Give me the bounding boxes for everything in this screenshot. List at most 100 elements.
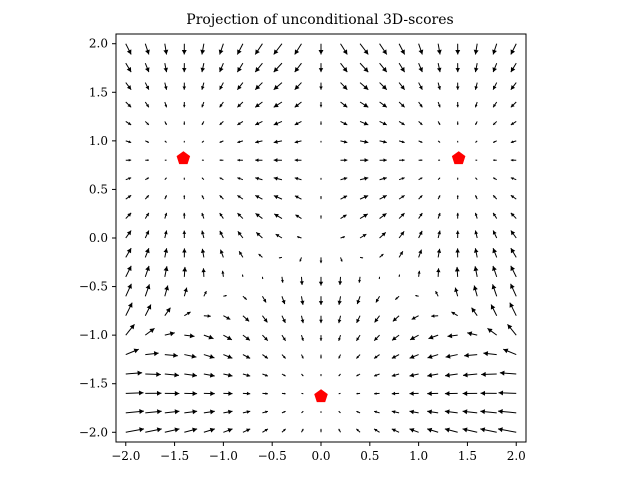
vector-arrow (183, 121, 186, 125)
vector-arrow (418, 159, 423, 162)
vector-arrow (255, 231, 263, 239)
vector-arrow (273, 158, 282, 163)
vector-arrow (427, 372, 439, 378)
pentagon-marker (451, 151, 466, 165)
vector-arrow (359, 43, 369, 55)
vector-arrow (201, 121, 205, 126)
vector-arrow (125, 194, 132, 200)
vector-arrow (437, 195, 441, 200)
vector-arrow (184, 311, 191, 317)
vector-arrow (164, 427, 180, 433)
vector-arrow (144, 230, 150, 239)
vector-arrow (203, 391, 215, 397)
vector-arrow (125, 427, 145, 433)
vector-arrow (359, 101, 369, 108)
vector-arrow (296, 236, 302, 239)
vector-arrow (125, 283, 132, 297)
pentagon-marker (314, 389, 328, 403)
vector-arrow (340, 257, 343, 262)
vector-arrow (417, 270, 421, 277)
y-tick-label: −2.0 (79, 425, 108, 439)
vector-arrow (164, 352, 178, 358)
vector-arrow (223, 334, 233, 341)
vector-arrow (319, 315, 323, 324)
y-tick-label: 0.5 (89, 182, 108, 196)
vector-arrow (237, 177, 244, 181)
vector-arrow (462, 372, 478, 378)
vector-arrow (409, 428, 419, 433)
vector-arrow (474, 195, 478, 200)
vector-arrow (182, 82, 187, 90)
vector-arrow (273, 176, 283, 181)
vector-arrow (182, 248, 187, 258)
vector-arrow (163, 266, 169, 277)
vector-arrow (238, 250, 244, 258)
vector-arrow (223, 315, 231, 320)
vector-arrow (125, 82, 132, 91)
vector-arrow (510, 43, 517, 55)
vector-arrow (183, 140, 185, 143)
vector-arrow (427, 409, 439, 415)
vector-arrow (201, 177, 205, 181)
vector-arrow (338, 334, 342, 341)
vector-arrow (447, 333, 458, 339)
vector-arrow (510, 62, 517, 73)
vector-arrow (145, 177, 150, 181)
vector-arrow (457, 140, 459, 143)
vector-arrow (475, 159, 478, 161)
vector-arrow (491, 284, 498, 297)
vector-arrow (510, 82, 517, 91)
vector-arrow (338, 373, 341, 377)
vector-arrow (236, 62, 244, 73)
vector-arrow (237, 194, 244, 200)
vector-arrow (273, 139, 283, 144)
vector-arrow (375, 296, 381, 303)
vector-arrow (340, 195, 348, 200)
vector-arrow (294, 195, 302, 200)
vector-arrow (437, 177, 441, 181)
vector-arrow (358, 276, 362, 283)
vector-arrow (359, 120, 369, 126)
vector-arrow (294, 101, 302, 108)
vector-arrow (356, 410, 361, 414)
vector-arrow (125, 62, 132, 73)
vector-arrow (475, 177, 478, 181)
vector-arrow (415, 295, 419, 297)
x-tick-label: 0.5 (360, 449, 379, 463)
vector-arrow (474, 230, 479, 239)
vector-arrow (435, 290, 439, 297)
vector-arrow (473, 266, 479, 277)
vector-arrow (294, 43, 302, 55)
vector-arrow (237, 158, 243, 162)
vector-arrow (373, 428, 380, 433)
vector-arrow (163, 230, 168, 239)
vector-arrow (492, 43, 498, 55)
vector-arrow (144, 101, 150, 108)
x-tick-label: 1.0 (409, 449, 428, 463)
vector-arrow (356, 315, 361, 324)
vector-arrow (474, 101, 478, 108)
vector-arrow (201, 195, 205, 200)
vector-arrow (398, 82, 406, 91)
vector-arrow (510, 247, 517, 258)
vector-arrow (254, 82, 263, 91)
vector-arrow (340, 62, 348, 73)
vector-arrow (203, 409, 215, 415)
vector-arrow (201, 82, 205, 90)
vector-arrow (356, 334, 361, 342)
vector-arrow (275, 233, 283, 239)
vector-arrow (444, 391, 458, 397)
vector-arrow (125, 177, 132, 181)
y-tick-label: 1.5 (89, 85, 108, 99)
vector-arrow (418, 62, 423, 73)
vector-arrow (338, 354, 341, 359)
vector-arrow (242, 315, 250, 322)
vector-arrow (338, 428, 341, 433)
vector-arrow (356, 354, 361, 359)
vector-arrow (492, 121, 498, 126)
vector-arrow (392, 315, 400, 322)
x-axis: −2.0 −1.5 −1.0 −0.5 0.0 0.5 1.0 1.5 2.0 (111, 442, 526, 463)
vector-arrow (398, 250, 404, 258)
vector-arrow (281, 315, 286, 324)
